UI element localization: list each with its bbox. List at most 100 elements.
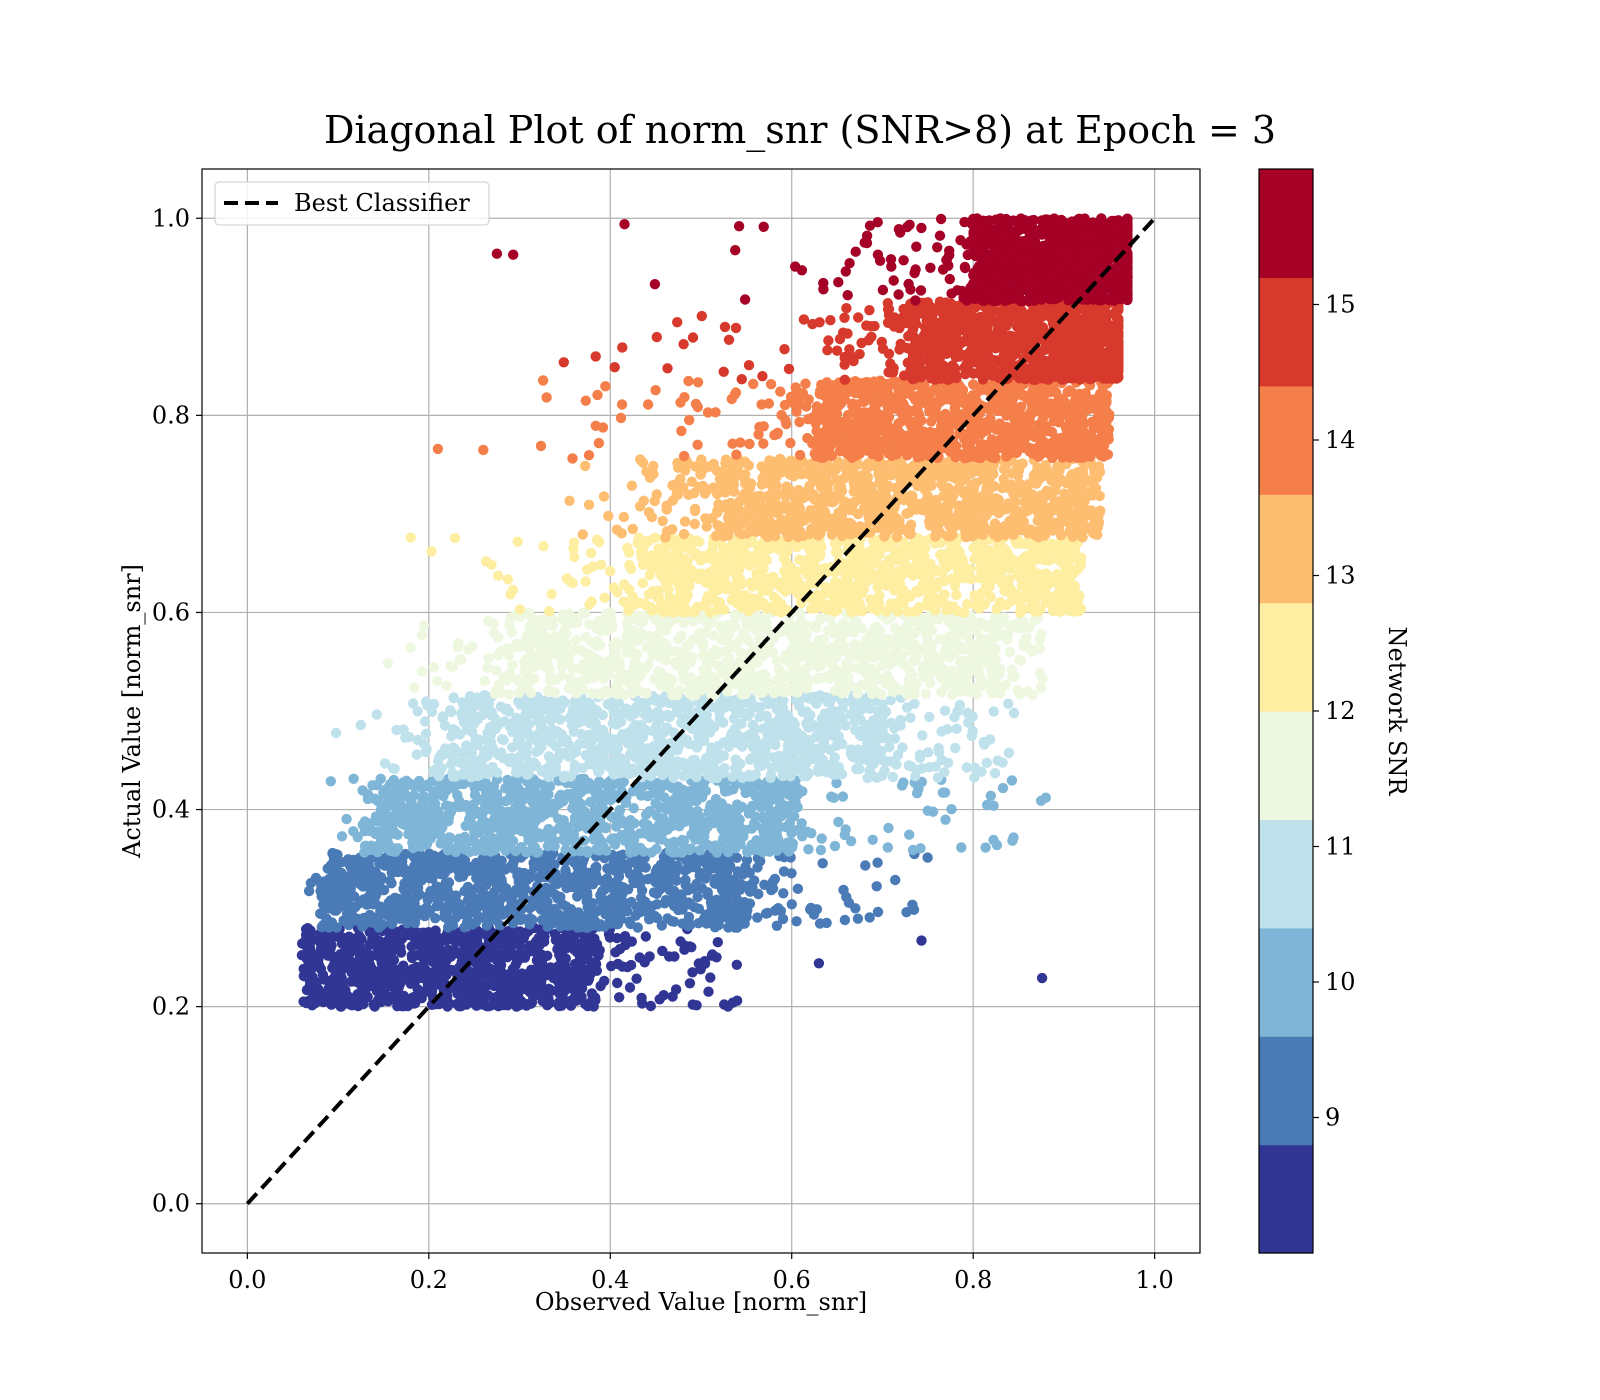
scatter-point [305,926,316,937]
scatter-point [538,661,549,672]
scatter-point [744,886,756,897]
scatter-point [632,700,643,712]
scatter-point [373,922,385,933]
scatter-point [505,755,516,766]
scatter-point [459,716,471,727]
scatter-point [792,783,803,794]
scatter-point [659,726,670,738]
scatter-point [605,607,616,618]
scatter-point [470,845,481,856]
scatter-point [672,690,683,701]
scatter-point [558,748,570,759]
scatter-point [778,686,789,698]
scatter-point [743,707,754,718]
scatter-point [840,720,851,731]
scatter-point [364,926,375,938]
scatter-point [694,812,706,823]
scatter-point [667,861,679,873]
scatter-point [841,891,852,903]
scatter-point [673,781,684,792]
scatter-point [550,741,562,752]
scatter-point [882,733,893,744]
scatter-point [424,906,436,917]
scatter-point [614,992,625,1003]
scatter-point [753,841,764,852]
scatter-point [372,950,384,962]
scatter-point [756,760,767,772]
scatter-point [594,776,605,787]
scatter-point [375,905,386,917]
scatter-point [685,899,696,910]
scatter-point [914,749,926,760]
scatter-point [939,787,951,798]
scatter-point [663,800,675,811]
scatter-point [778,888,789,899]
scatter-point [305,983,316,994]
scatter-point [672,744,683,756]
scatter-point [557,998,568,1009]
scatter-point [896,780,908,791]
scatter-point [512,999,523,1010]
scatter-point [838,671,849,683]
scatter-point [647,725,659,737]
scatter-point [327,848,338,859]
scatter-point [724,860,736,872]
scatter-point [901,620,913,632]
scatter-point [348,773,359,784]
scatter-point [692,721,703,732]
scatter-point [599,975,610,987]
scatter-point [472,714,483,725]
scatter-point [575,917,586,928]
scatter-point [676,890,687,902]
scatter-point [486,893,498,905]
scatter-point [536,949,548,961]
scatter-point [922,852,933,863]
scatter-point [651,843,662,855]
scatter-point [571,805,582,817]
scatter-point [575,728,587,740]
scatter-point [322,942,334,953]
scatter-point [552,726,563,737]
scatter-point [423,872,435,884]
scatter-point [633,629,644,640]
scatter-point [610,947,621,958]
scatter-point [383,826,394,837]
scatter-point [833,816,844,828]
scatter-point [724,900,735,911]
scatter-point [658,990,669,1001]
scatter-point [737,772,748,783]
scatter-point [909,689,920,700]
scatter-point [422,833,433,844]
scatter-point [491,883,503,894]
scatter-point [850,662,861,673]
scatter-point [318,996,329,1008]
scatter-point [479,913,490,924]
scatter-point [367,780,378,791]
scatter-point [318,899,329,910]
scatter-point [338,977,349,988]
scatter-point [473,869,484,880]
scatter-point [777,770,788,782]
scatter-point [522,828,533,840]
scatter-point [560,836,572,848]
scatter-point [435,823,446,834]
scatter-point [889,680,900,692]
scatter-point [645,1000,656,1012]
scatter-point [401,886,413,898]
scatter-point [579,666,590,677]
scatter-point [718,717,729,728]
scatter-point [567,612,579,623]
scatter-point [411,840,422,852]
scatter-point [862,640,873,651]
scatter-point [390,940,402,951]
chart-title: Diagonal Plot of norm_snr (SNR>8) at Epo… [324,108,1276,153]
scatter-point [920,688,932,699]
scatter-point [676,630,687,641]
scatter-point [692,741,703,753]
scatter-point [548,759,559,770]
scatter-point [608,639,619,651]
scatter-point [546,801,557,813]
scatter-point [609,757,620,769]
scatter-point [786,840,798,851]
scatter-point [634,952,645,963]
